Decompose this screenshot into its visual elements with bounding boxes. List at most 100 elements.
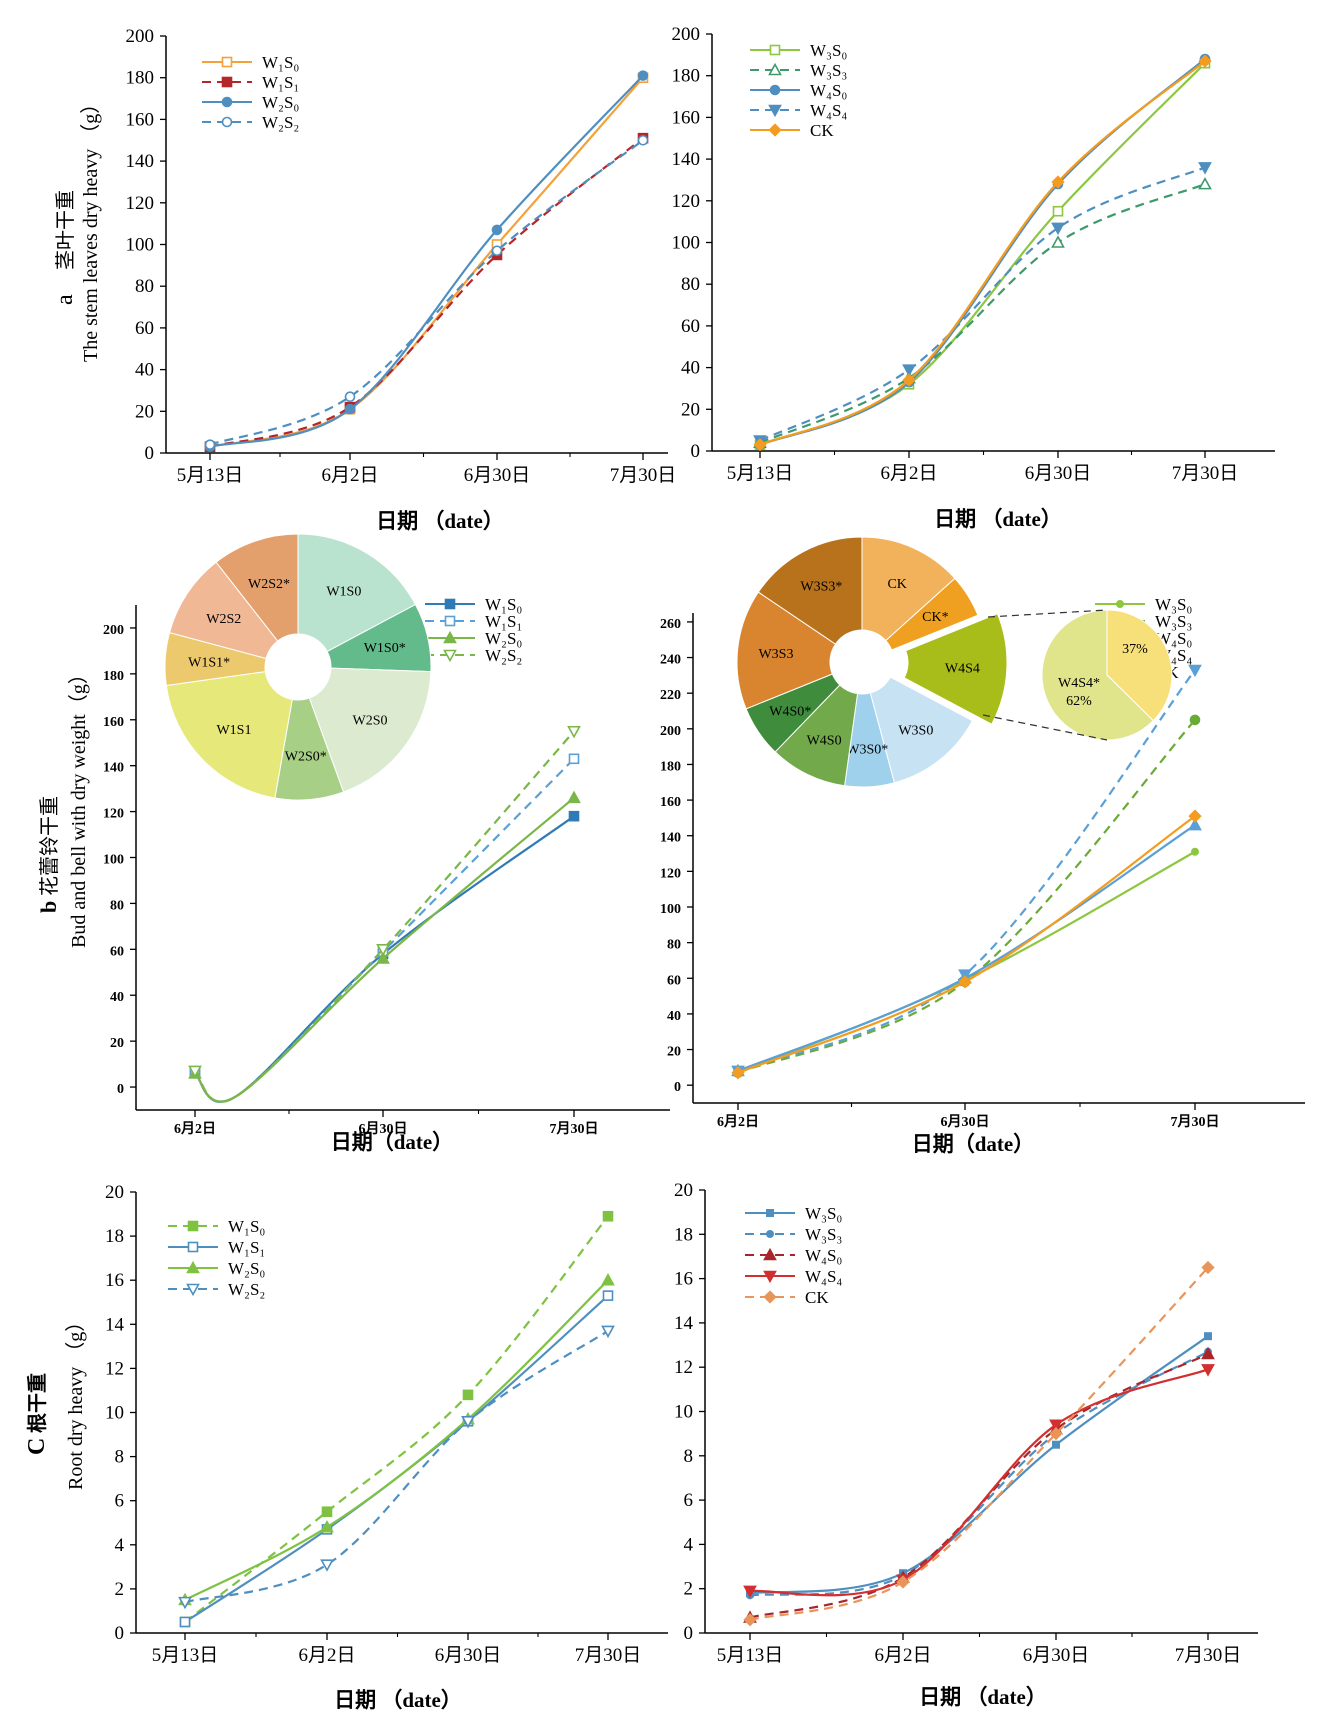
chart-a-left: 0 20 40 60 80 100 120 140 160 180 200 5月13日 6月2日 6月30… [126, 26, 677, 533]
y-tick-label: 60 [135, 318, 154, 339]
x-axis-label: 日期（date） [331, 1130, 454, 1154]
y-tick-label: 20 [110, 1036, 124, 1051]
series-line-0 [184, 1215, 609, 1623]
series-line-2 [749, 1352, 1209, 1619]
x-tick-label: 6月2日 [874, 1645, 931, 1666]
data-point [602, 1210, 614, 1222]
x-tick-label: 7月30日 [1175, 1645, 1242, 1666]
data-point [896, 1575, 910, 1589]
donut-b-right: CK CK* W4S4 W3S0 W3S0* W4S0 W4S0* W3S3 W3S3* 37% W… [736, 536, 1173, 788]
legend-marker [187, 1241, 199, 1253]
legend-marker [221, 96, 233, 108]
data-point [1201, 1346, 1215, 1360]
slice-W1S1 [165, 671, 293, 799]
y-tick-label: 160 [672, 107, 701, 128]
y-tick-label: 2 [115, 1579, 125, 1600]
y-tick-label: 100 [126, 235, 155, 256]
x-axis-label: 日期 （date） [334, 1688, 462, 1712]
legend-marker [186, 1283, 200, 1297]
data-point [179, 1616, 191, 1628]
connector-line [987, 609, 1108, 618]
series-line-2 [737, 824, 1196, 1072]
y-label-cn-b: 花蕾铃干重 [38, 796, 61, 896]
slice-label: W2S0 [353, 713, 388, 728]
y-tick-label: 60 [667, 973, 681, 988]
x-tick-label: 7月30日 [575, 1645, 642, 1666]
data-point [1189, 714, 1201, 726]
legend-label: W₄S₀ [1155, 629, 1192, 648]
chart-b-left: 0 20 40 60 80 100 120 140 160 180 200 6月2日 6月30日 7月30… [103, 595, 670, 1154]
series-line-4 [737, 815, 1196, 1074]
legend-label: W₃S₃ [810, 61, 847, 80]
data-point [568, 810, 580, 822]
y-tick-label: 120 [126, 193, 155, 214]
legend-label: W₁S₀ [485, 595, 522, 614]
series-line-1 [759, 183, 1206, 444]
x-axis-label: 日期 （date） [934, 507, 1062, 531]
y-tick-label: 200 [672, 24, 701, 45]
y-tick-label: 140 [103, 761, 124, 776]
data-point [743, 1613, 757, 1627]
y-tick-label: 160 [660, 795, 681, 810]
x-tick-label: 6月2日 [880, 463, 937, 484]
detail-sublabel: 62% [1066, 694, 1092, 709]
y-tick-label: 40 [110, 990, 124, 1005]
legend-marker [769, 44, 781, 56]
legend-marker [221, 56, 233, 68]
y-tick-label: 240 [660, 653, 681, 668]
y-tick-label: 14 [105, 1314, 125, 1335]
connector-line [982, 714, 1108, 741]
slice-label: W1S1* [188, 656, 230, 671]
legend-label: CK [805, 1288, 829, 1307]
legend-marker [221, 116, 233, 128]
slice-label: W1S1 [216, 723, 251, 738]
detail-label: 37% [1122, 642, 1148, 657]
data-point [902, 373, 916, 387]
legend-marker [444, 615, 456, 627]
series-line-4 [749, 1266, 1209, 1621]
y-tick-label: 0 [145, 443, 155, 464]
series-line-4 [759, 60, 1206, 446]
data-point [188, 1065, 202, 1079]
y-tick-label: 10 [105, 1403, 124, 1424]
slice-label: CK* [922, 610, 948, 625]
x-tick-label: 6月30日 [435, 1645, 502, 1666]
data-point [1051, 235, 1065, 248]
data-point [320, 1559, 334, 1572]
slice-label: W2S2* [248, 577, 290, 592]
y-tick-label: 0 [674, 1080, 681, 1095]
data-point [1204, 1332, 1213, 1341]
series-line-2 [209, 74, 644, 448]
legend-marker [443, 630, 457, 644]
y-tick-label: 200 [103, 623, 124, 638]
series-line-1 [737, 719, 1196, 1074]
data-point [1052, 1440, 1061, 1449]
data-point [461, 1416, 475, 1429]
legend-label: W₁S₁ [485, 612, 522, 631]
x-tick-label: 6月30日 [1023, 1645, 1090, 1666]
series-line-1 [209, 137, 644, 448]
x-tick-label: 6月30日 [359, 1121, 408, 1137]
data-point [1201, 1260, 1215, 1275]
series-line-0 [209, 76, 644, 448]
legend-label: W₃S₃ [805, 1225, 842, 1244]
slice-CK [861, 536, 956, 642]
series-line-3 [759, 166, 1206, 442]
x-tick-label: 5月13日 [177, 465, 244, 486]
x-tick-label: 5月13日 [152, 1645, 219, 1666]
y-tick-label: 100 [660, 902, 681, 917]
y-tick-label: 16 [674, 1269, 693, 1290]
legend-marker [444, 598, 456, 610]
series-line-0 [749, 1335, 1209, 1595]
data-point [1051, 175, 1065, 189]
x-axis-label: 日期 （date） [919, 1685, 1047, 1709]
chart-a-right: 0 20 40 60 80 100 120 140 160 180 200 5月13日 6月2日 6月30… [672, 24, 1275, 531]
y-tick-label: 6 [115, 1491, 125, 1512]
y-tick-label: 20 [135, 401, 154, 422]
y-label-en-c: Root dry heavy （g） [64, 1312, 87, 1490]
x-axis-label: 日期 （date） [376, 509, 504, 533]
donut-b-left: W1S0 W1S0* W2S0 W2S0* W1S1 W1S1* W2S2 W2S2* [164, 533, 432, 801]
y-tick-label: 160 [103, 715, 124, 730]
